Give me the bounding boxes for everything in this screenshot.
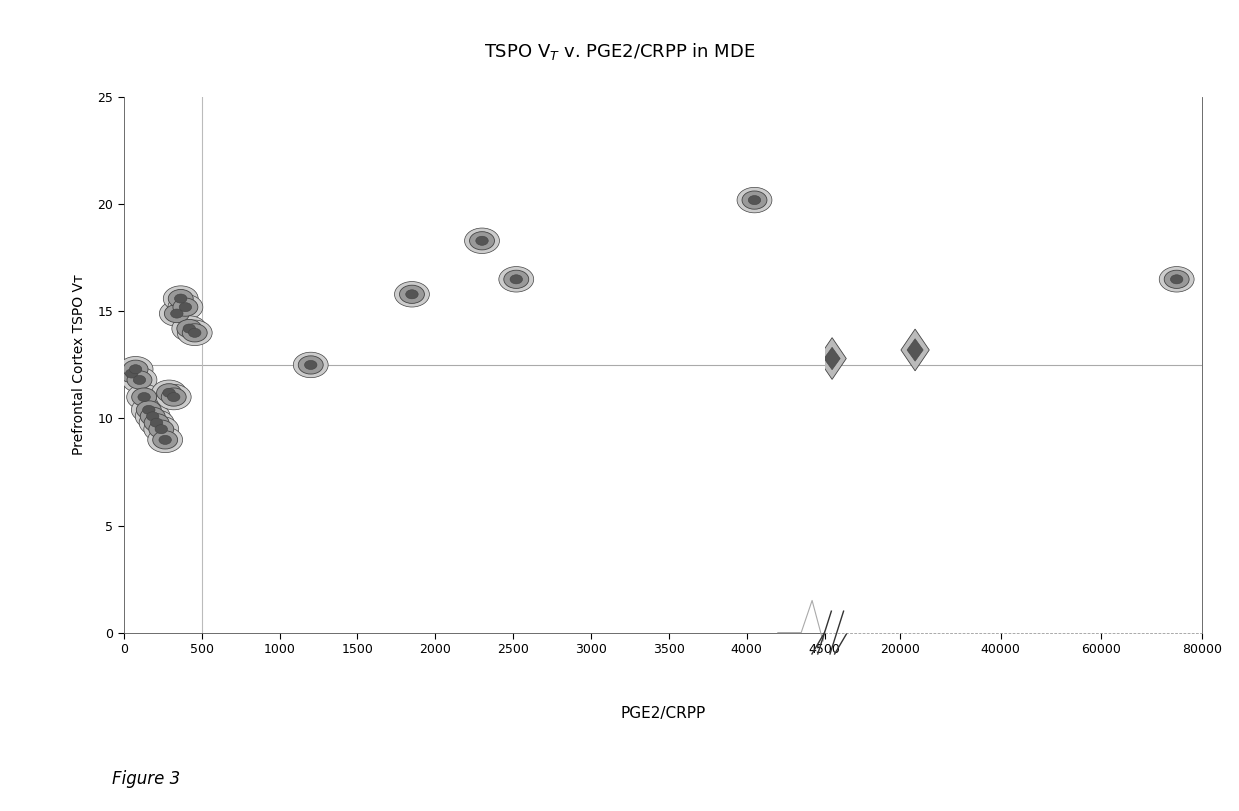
Ellipse shape [138, 393, 150, 401]
Ellipse shape [1160, 267, 1194, 292]
PathPatch shape [818, 337, 846, 380]
Ellipse shape [294, 352, 328, 378]
Ellipse shape [161, 388, 186, 406]
Ellipse shape [1165, 270, 1189, 289]
Ellipse shape [169, 294, 203, 320]
Ellipse shape [160, 301, 195, 326]
Ellipse shape [175, 294, 187, 303]
Ellipse shape [114, 361, 149, 386]
Ellipse shape [135, 404, 170, 429]
Ellipse shape [305, 360, 317, 370]
Ellipse shape [465, 228, 499, 254]
Ellipse shape [152, 431, 177, 449]
Ellipse shape [394, 281, 430, 307]
Ellipse shape [134, 375, 146, 384]
Ellipse shape [149, 420, 173, 438]
Text: PGE2/CRPP: PGE2/CRPP [621, 706, 705, 721]
Ellipse shape [182, 324, 207, 342]
Ellipse shape [123, 360, 147, 378]
Ellipse shape [742, 191, 767, 209]
Ellipse shape [129, 365, 141, 374]
PathPatch shape [824, 347, 840, 370]
Ellipse shape [405, 290, 419, 298]
Ellipse shape [150, 418, 162, 427]
Ellipse shape [180, 303, 192, 311]
PathPatch shape [901, 329, 929, 371]
Ellipse shape [167, 393, 180, 401]
Ellipse shape [177, 320, 212, 345]
Ellipse shape [188, 328, 201, 337]
Ellipse shape [126, 384, 161, 410]
Ellipse shape [142, 406, 155, 414]
Ellipse shape [177, 320, 202, 337]
Ellipse shape [119, 364, 144, 383]
Ellipse shape [748, 195, 761, 204]
Ellipse shape [165, 304, 190, 323]
Ellipse shape [399, 285, 425, 303]
Ellipse shape [139, 410, 173, 436]
Ellipse shape [164, 285, 198, 311]
Ellipse shape [155, 425, 167, 434]
Ellipse shape [147, 427, 182, 453]
Ellipse shape [162, 388, 175, 397]
Ellipse shape [171, 309, 183, 318]
Text: Figure 3: Figure 3 [112, 770, 180, 787]
Ellipse shape [151, 380, 187, 406]
Ellipse shape [470, 232, 494, 250]
Ellipse shape [159, 436, 171, 444]
Ellipse shape [131, 388, 156, 406]
Ellipse shape [737, 187, 772, 212]
Text: TSPO V$_T$ v. PGE2/CRPP in MDE: TSPO V$_T$ v. PGE2/CRPP in MDE [483, 41, 756, 62]
Ellipse shape [173, 298, 198, 316]
Ellipse shape [504, 270, 529, 289]
Y-axis label: Prefrontal Cortex TSPO Vᴛ: Prefrontal Cortex TSPO Vᴛ [73, 274, 87, 456]
Ellipse shape [140, 407, 165, 426]
Ellipse shape [299, 356, 323, 374]
Ellipse shape [476, 236, 488, 245]
Ellipse shape [146, 412, 159, 421]
Ellipse shape [125, 369, 138, 378]
Ellipse shape [510, 275, 523, 284]
Ellipse shape [156, 384, 181, 402]
Ellipse shape [499, 267, 534, 292]
Ellipse shape [136, 401, 161, 419]
Ellipse shape [128, 371, 152, 389]
Ellipse shape [144, 416, 178, 442]
Ellipse shape [131, 397, 166, 423]
Ellipse shape [144, 414, 169, 431]
Ellipse shape [169, 290, 193, 307]
Ellipse shape [156, 384, 191, 410]
PathPatch shape [907, 339, 923, 361]
Ellipse shape [1171, 275, 1183, 284]
Ellipse shape [172, 315, 207, 341]
Ellipse shape [121, 367, 157, 393]
Ellipse shape [183, 324, 196, 333]
Ellipse shape [118, 357, 152, 382]
